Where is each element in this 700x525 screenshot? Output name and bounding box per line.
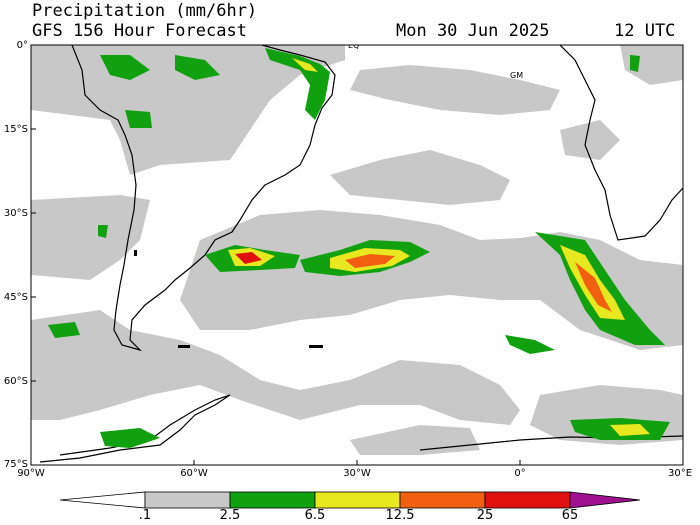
- chart-title: Precipitation (mm/6hr): [32, 1, 258, 21]
- colorbar-label-3: 12.5: [385, 508, 415, 523]
- precip-systems: [48, 48, 670, 448]
- colorbar-label-4: 25: [476, 508, 494, 523]
- colorbar-label-1: 2.5: [219, 508, 241, 523]
- lon-label-90w: 90°W: [17, 468, 45, 479]
- lat-label-0: 0°: [16, 40, 28, 51]
- lon-label-60w: 60°W: [180, 468, 208, 479]
- lat-label-45s: 45°S: [3, 292, 28, 303]
- islands: [134, 250, 323, 348]
- lat-label-60s: 60°S: [3, 376, 28, 387]
- map-content: EQ GM: [31, 41, 683, 465]
- greenwich-marker: GM: [510, 71, 523, 80]
- lat-label-75s: 75°S: [3, 459, 28, 470]
- axis-ticks: [30, 44, 684, 466]
- valid-date: Mon 30 Jun 2025: [396, 21, 550, 41]
- lon-label-30w: 30°W: [343, 468, 371, 479]
- colorbar-label-2: 6.5: [304, 508, 326, 523]
- valid-time: 12 UTC: [614, 21, 676, 41]
- colorbar-label-0: .1: [138, 508, 152, 523]
- lat-label-30s: 30°S: [3, 208, 28, 219]
- equator-marker: EQ: [348, 41, 359, 50]
- lon-label-30e: 30°E: [667, 468, 693, 479]
- lat-label-15s: 15°S: [3, 124, 28, 135]
- colorbar-label-5: 65: [561, 508, 579, 523]
- lon-label-0: 0°: [514, 468, 526, 479]
- forecast-label: GFS 156 Hour Forecast: [32, 21, 247, 41]
- colorbar: [59, 491, 641, 509]
